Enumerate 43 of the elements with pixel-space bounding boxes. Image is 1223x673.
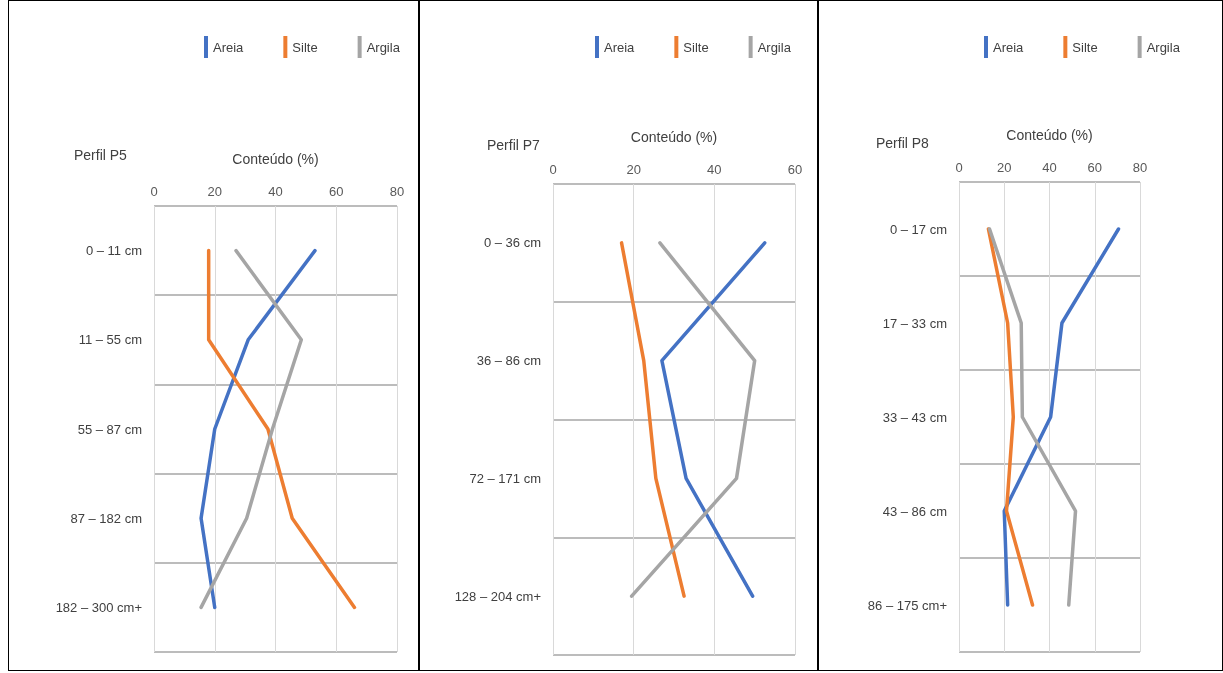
x-tick-label: 20 xyxy=(997,160,1012,175)
x-tick-label: 60 xyxy=(1087,160,1102,175)
y-tick-label: 55 – 87 cm xyxy=(77,421,142,437)
chart-title: Perfil P5 xyxy=(74,147,128,163)
y-tick-label: 86 – 175 cm+ xyxy=(867,597,947,613)
y-tick-label: 87 – 182 cm xyxy=(70,510,142,526)
y-tick-label: 11 – 55 cm xyxy=(78,332,142,348)
chart-title: Perfil P8 xyxy=(876,135,930,151)
x-tick-label: 40 xyxy=(268,184,283,199)
x-axis-title: Conteúdo (%) xyxy=(232,151,319,167)
legend-label: Areia xyxy=(604,39,636,55)
x-axis-title: Conteúdo (%) xyxy=(630,129,718,145)
y-tick-label: 0 – 17 cm xyxy=(889,221,947,237)
y-tick-label: 33 – 43 cm xyxy=(882,409,947,425)
legend-label: Areia xyxy=(213,39,245,55)
legend-label: Silte xyxy=(292,39,318,55)
y-tick-label: 0 – 11 cm xyxy=(85,243,142,259)
x-tick-label: 40 xyxy=(1042,160,1057,175)
x-tick-label: 0 xyxy=(150,184,158,199)
x-axis-title: Conteúdo (%) xyxy=(1006,127,1093,143)
x-tick-label: 60 xyxy=(787,162,803,177)
y-tick-label: 43 – 86 cm xyxy=(882,503,947,519)
x-tick-label: 20 xyxy=(626,162,641,177)
x-tick-label: 40 xyxy=(707,162,722,177)
y-tick-label: 182 – 300 cm+ xyxy=(55,599,142,615)
legend-label: Argila xyxy=(757,39,792,55)
y-tick-label: 72 – 171 cm xyxy=(469,470,541,486)
y-tick-label: 36 – 86 cm xyxy=(476,353,541,369)
chart-title: Perfil P7 xyxy=(487,137,541,153)
x-tick-label: 20 xyxy=(207,184,222,199)
legend-label: Areia xyxy=(993,39,1025,55)
y-tick-label: 0 – 36 cm xyxy=(483,235,541,251)
x-tick-label: 60 xyxy=(329,184,344,199)
legend-label: Silte xyxy=(683,39,709,55)
legend-label: Silte xyxy=(1072,39,1098,55)
y-tick-label: 128 – 204 cm+ xyxy=(454,588,541,604)
x-tick-label: 80 xyxy=(389,184,405,199)
x-tick-label: 80 xyxy=(1132,160,1148,175)
legend-label: Argila xyxy=(1146,39,1181,55)
y-tick-label: 17 – 33 cm xyxy=(882,315,947,331)
x-tick-label: 0 xyxy=(955,160,963,175)
legend-label: Argila xyxy=(366,39,401,55)
x-tick-label: 0 xyxy=(549,162,557,177)
